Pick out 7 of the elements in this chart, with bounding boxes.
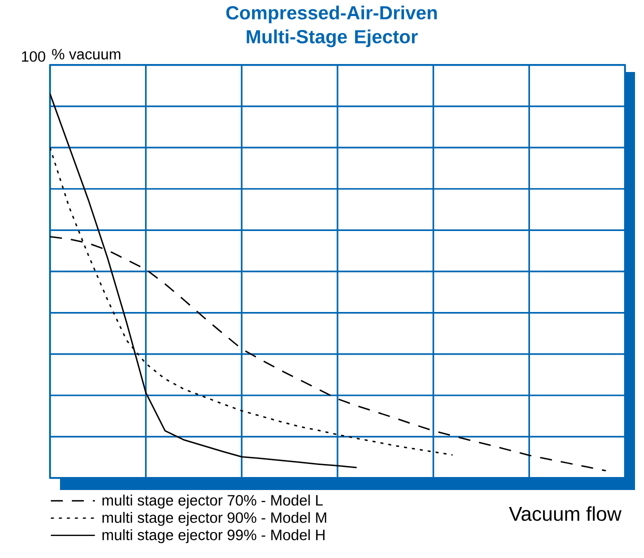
- text: 100: [22, 51, 46, 62]
- legend-label: multi stage ejector 99% - Model H: [102, 529, 324, 544]
- chart-title: Compressed-Air-Driven Multi-Stage Ejector: [226, 6, 437, 48]
- legend-label: multi stage ejector 90% - Model M: [102, 512, 326, 526]
- x-axis-title: Vacuum flow: [508, 506, 622, 521]
- y-axis-title: % vacuum: [52, 48, 120, 60]
- legend-label: multi stage ejector 70% - Model L: [102, 494, 323, 509]
